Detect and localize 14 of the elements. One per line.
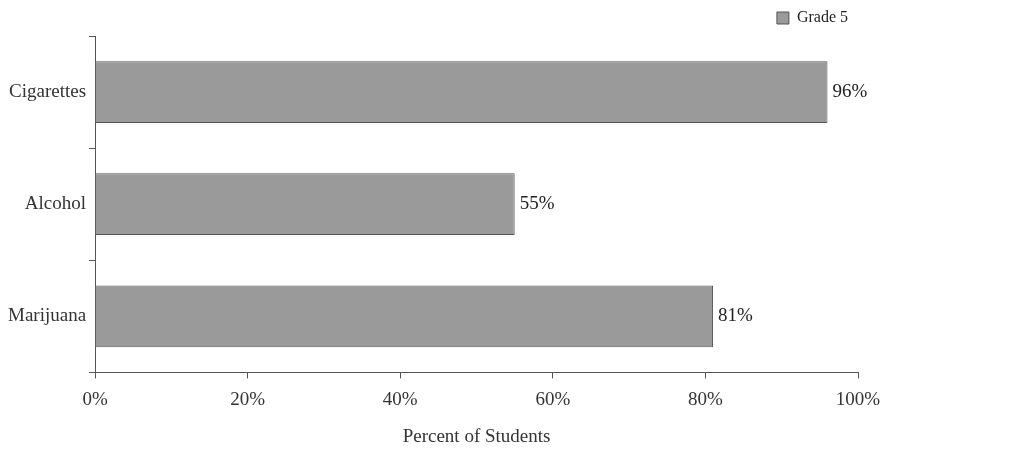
x-tick-label: 40% bbox=[382, 387, 418, 409]
data-label: 55% bbox=[519, 192, 555, 214]
x-tick-label: 100% bbox=[835, 387, 881, 409]
y-tick-label: Alcohol bbox=[24, 192, 87, 214]
x-axis-title: Percent of Students bbox=[402, 424, 551, 446]
data-label: 81% bbox=[718, 304, 754, 326]
legend-label: Grade 5 bbox=[796, 8, 849, 26]
x-tick-label: 20% bbox=[230, 387, 266, 409]
y-tick-label: Cigarettes bbox=[9, 80, 87, 102]
x-tick-label: 80% bbox=[688, 387, 723, 409]
y-tick-label: Marijuana bbox=[8, 304, 87, 326]
x-tick-label: 60% bbox=[535, 387, 571, 409]
x-tick-label: 0% bbox=[82, 387, 108, 409]
data-label: 96% bbox=[832, 80, 868, 102]
